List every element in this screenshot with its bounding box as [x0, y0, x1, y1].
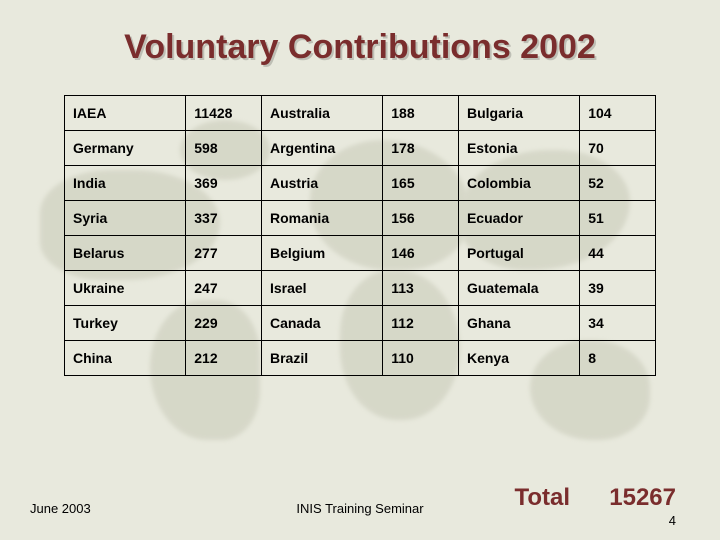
table-row: IAEA11428Australia188Bulgaria104: [65, 96, 656, 131]
value-cell: 337: [186, 201, 262, 236]
value-cell: 104: [580, 96, 656, 131]
country-cell: Kenya: [458, 341, 579, 376]
country-cell: Portugal: [458, 236, 579, 271]
value-cell: 44: [580, 236, 656, 271]
total-value: 15267: [609, 484, 676, 512]
value-cell: 212: [186, 341, 262, 376]
table-row: Germany598Argentina178Estonia70: [65, 131, 656, 166]
value-cell: 369: [186, 166, 262, 201]
country-cell: Australia: [261, 96, 382, 131]
table-row: India369Austria165Colombia52: [65, 166, 656, 201]
country-cell: Colombia: [458, 166, 579, 201]
value-cell: 51: [580, 201, 656, 236]
value-cell: 247: [186, 271, 262, 306]
country-cell: Romania: [261, 201, 382, 236]
footer: June 2003 INIS Training Seminar Total 15…: [0, 492, 720, 522]
table-row: Turkey229Canada112Ghana34: [65, 306, 656, 341]
value-cell: 113: [383, 271, 459, 306]
country-cell: China: [65, 341, 186, 376]
country-cell: Guatemala: [458, 271, 579, 306]
country-cell: Ukraine: [65, 271, 186, 306]
value-cell: 598: [186, 131, 262, 166]
value-cell: 178: [383, 131, 459, 166]
country-cell: Brazil: [261, 341, 382, 376]
value-cell: 188: [383, 96, 459, 131]
country-cell: India: [65, 166, 186, 201]
value-cell: 110: [383, 341, 459, 376]
country-cell: Syria: [65, 201, 186, 236]
value-cell: 70: [580, 131, 656, 166]
country-cell: Argentina: [261, 131, 382, 166]
value-cell: 52: [580, 166, 656, 201]
value-cell: 229: [186, 306, 262, 341]
country-cell: Turkey: [65, 306, 186, 341]
value-cell: 11428: [186, 96, 262, 131]
value-cell: 146: [383, 236, 459, 271]
value-cell: 277: [186, 236, 262, 271]
table-row: China212Brazil110Kenya8: [65, 341, 656, 376]
contributions-table: IAEA11428Australia188Bulgaria104Germany5…: [64, 95, 656, 376]
country-cell: Israel: [261, 271, 382, 306]
country-cell: Belarus: [65, 236, 186, 271]
value-cell: 34: [580, 306, 656, 341]
value-cell: 39: [580, 271, 656, 306]
slide-number: 4: [669, 513, 676, 528]
country-cell: Ecuador: [458, 201, 579, 236]
contributions-table-wrap: IAEA11428Australia188Bulgaria104Germany5…: [64, 95, 656, 376]
value-cell: 112: [383, 306, 459, 341]
value-cell: 156: [383, 201, 459, 236]
country-cell: Austria: [261, 166, 382, 201]
table-row: Belarus277Belgium146Portugal44: [65, 236, 656, 271]
country-cell: Ghana: [458, 306, 579, 341]
country-cell: Estonia: [458, 131, 579, 166]
value-cell: 165: [383, 166, 459, 201]
table-row: Syria337Romania156Ecuador51: [65, 201, 656, 236]
country-cell: Canada: [261, 306, 382, 341]
page-title: Voluntary Contributions 2002: [0, 0, 720, 67]
value-cell: 8: [580, 341, 656, 376]
country-cell: Belgium: [261, 236, 382, 271]
country-cell: IAEA: [65, 96, 186, 131]
country-cell: Bulgaria: [458, 96, 579, 131]
table-row: Ukraine247Israel113Guatemala39: [65, 271, 656, 306]
total-label: Total: [514, 484, 570, 512]
country-cell: Germany: [65, 131, 186, 166]
